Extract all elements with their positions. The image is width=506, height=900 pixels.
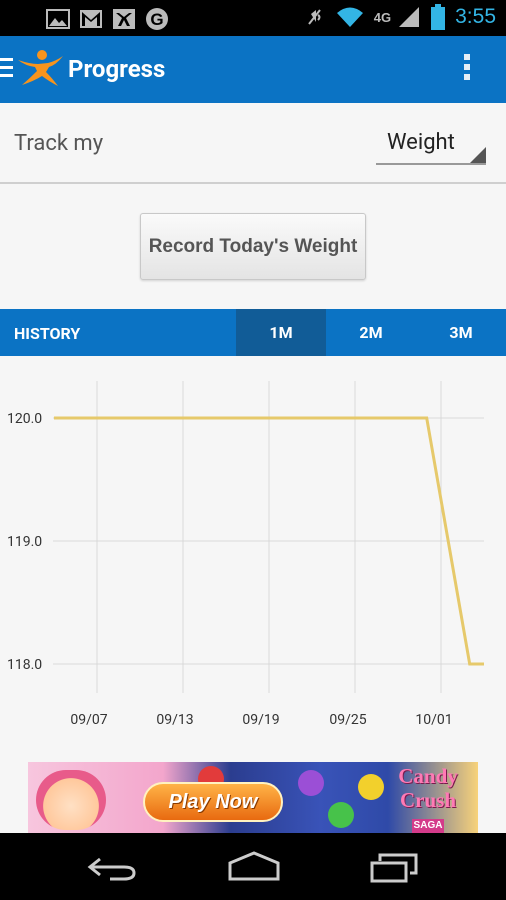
history-bar: HISTORY 1M 2M 3M — [0, 309, 506, 356]
x-tick-label: 09/13 — [156, 712, 193, 728]
ad-logo-badge: SAGA — [411, 819, 445, 833]
tab-2m[interactable]: 2M — [359, 323, 383, 342]
action-bar: Progress — [0, 36, 506, 103]
ad-logo-text: Candy — [398, 764, 458, 788]
y-tick-label: 118.0 — [7, 657, 42, 673]
history-label: HISTORY — [14, 324, 81, 343]
home-icon[interactable] — [226, 851, 282, 883]
ad-candy-decoration — [298, 770, 324, 796]
track-label: Track my — [14, 131, 104, 156]
y-tick-labels: 120.0 119.0 118.0 — [7, 411, 42, 673]
myfitnesspal-icon — [113, 9, 135, 29]
track-row: Track my Weight — [0, 103, 506, 184]
x-tick-label: 09/07 — [70, 712, 107, 728]
page-title: Progress — [68, 55, 166, 83]
record-weight-button[interactable]: Record Today's Weight — [140, 213, 366, 280]
tab-3m[interactable]: 3M — [449, 323, 473, 342]
back-icon[interactable] — [86, 851, 138, 883]
overflow-menu-icon[interactable] — [464, 54, 472, 84]
svg-text:G: G — [150, 10, 163, 29]
x-tick-labels: 09/07 09/13 09/19 09/25 10/01 — [70, 712, 452, 728]
system-icons: 4G 3:55 — [304, 4, 496, 30]
metric-dropdown[interactable]: Weight — [376, 125, 486, 165]
clock: 3:55 — [455, 5, 496, 28]
y-tick-label: 119.0 — [7, 534, 42, 550]
recent-apps-icon[interactable] — [368, 851, 420, 883]
status-bar: G 4G 3:55 — [0, 0, 506, 36]
ad-logo: Candy Crush SAGA — [382, 764, 474, 833]
tab-1m[interactable]: 1M — [236, 309, 326, 356]
weight-series-line — [54, 416, 484, 666]
x-tick-label: 09/19 — [242, 712, 279, 728]
ad-candy-decoration — [328, 802, 354, 828]
chart-grid — [53, 381, 484, 693]
x-tick-label: 09/25 — [329, 712, 366, 728]
content-area: Track my Weight Record Today's Weight HI… — [0, 103, 506, 833]
ad-play-now-button[interactable]: Play Now — [143, 782, 283, 822]
ad-logo-text: Crush — [399, 788, 457, 812]
nav-bar — [0, 833, 506, 900]
wifi-icon — [336, 7, 363, 27]
battery-icon — [431, 4, 446, 30]
drawer-menu-icon[interactable] — [0, 58, 13, 78]
signal-icon — [399, 7, 420, 27]
app-logo-icon[interactable] — [16, 48, 64, 88]
mute-icon — [307, 9, 321, 25]
y-tick-label: 120.0 — [7, 411, 42, 427]
gmail-icon — [80, 10, 102, 28]
google-icon: G — [146, 8, 168, 30]
notification-icons: G — [46, 7, 169, 31]
x-tick-label: 10/01 — [415, 712, 452, 728]
ad-candy-decoration — [358, 774, 384, 800]
dropdown-arrow-icon — [470, 147, 486, 163]
metric-dropdown-value: Weight — [387, 130, 455, 155]
network-type: 4G — [373, 9, 392, 25]
ad-banner[interactable]: Play Now Candy Crush SAGA — [28, 762, 478, 833]
ad-character-image — [36, 770, 106, 830]
weight-chart: 120.0 119.0 118.0 09/07 09/13 09/19 09/2… — [7, 381, 484, 728]
picture-icon — [46, 9, 70, 29]
